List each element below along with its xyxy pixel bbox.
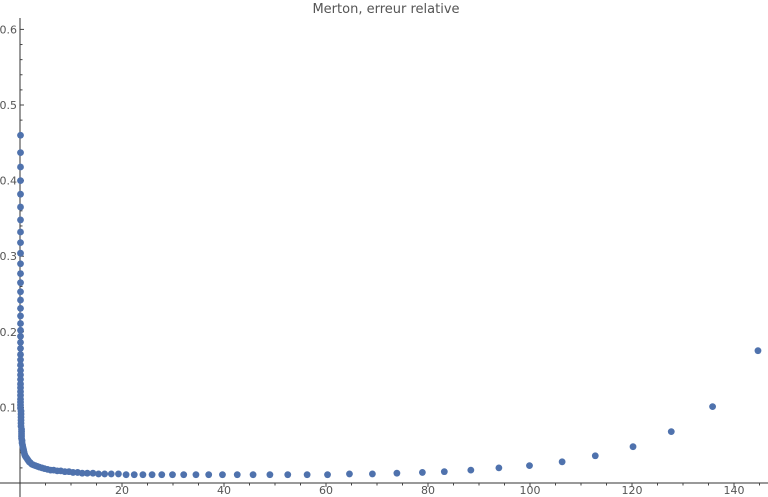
data-point: [17, 304, 24, 312]
data-point: [17, 351, 24, 358]
data-point: [17, 249, 24, 257]
data-point: [107, 470, 115, 478]
data-point: [17, 345, 24, 352]
x-axis-ticks: 20 40 60 80 100 120 140: [45, 483, 760, 497]
data-point: [192, 471, 200, 479]
data-point: [467, 466, 475, 474]
data-point: [101, 470, 109, 478]
data-point: [709, 403, 716, 411]
y-tick-label: 0.2: [0, 326, 17, 339]
data-point: [17, 203, 24, 211]
data-point: [17, 279, 24, 287]
data-point: [17, 296, 24, 304]
data-point: [303, 471, 311, 479]
data-point: [17, 228, 24, 236]
data-point: [369, 470, 376, 478]
x-tick-label: 120: [622, 484, 643, 497]
data-point: [148, 471, 156, 479]
y-tick-label: 0.1: [0, 401, 17, 414]
data-point: [17, 163, 24, 171]
data-point: [17, 312, 24, 320]
data-point: [130, 471, 138, 479]
data-point: [122, 471, 130, 479]
data-point: [629, 443, 637, 451]
x-tick-label: 20: [115, 484, 129, 497]
data-point: [219, 471, 226, 479]
data-point: [591, 452, 599, 460]
data-point: [346, 470, 353, 478]
data-point: [667, 428, 675, 435]
chart-title: Merton, erreur relative: [312, 2, 459, 17]
data-point: [526, 462, 533, 470]
data-point: [440, 468, 448, 476]
y-tick-label: 0.3: [0, 250, 17, 263]
data-point: [17, 260, 24, 268]
data-point: [495, 464, 503, 472]
data-point: [17, 239, 24, 246]
data-point: [180, 471, 188, 479]
data-point: [17, 356, 24, 364]
y-tick-label: 0.4: [0, 175, 17, 188]
data-point: [17, 326, 24, 334]
x-tick-label: 140: [724, 484, 745, 497]
data-point: [95, 470, 102, 478]
data-point: [169, 471, 176, 479]
y-tick-label: 0.6: [0, 23, 17, 36]
x-tick-label: 40: [217, 484, 231, 497]
data-point: [266, 471, 274, 479]
data-point: [233, 471, 241, 479]
data-point: [324, 471, 331, 479]
data-point: [89, 469, 97, 477]
data-point: [115, 470, 122, 478]
data-point: [17, 288, 24, 296]
data-point: [17, 216, 24, 224]
data-point: [78, 469, 86, 477]
data-point: [249, 471, 257, 479]
x-tick-label: 100: [520, 484, 541, 497]
data-point: [17, 361, 24, 369]
data-point: [17, 131, 24, 139]
x-tick-label: 60: [319, 484, 333, 497]
data-point: [284, 471, 292, 479]
data-points: [17, 131, 762, 479]
data-point: [17, 190, 24, 198]
data-point: [83, 469, 91, 477]
data-point: [17, 338, 24, 346]
data-point: [17, 270, 24, 277]
data-point: [418, 469, 426, 476]
data-point: [17, 320, 24, 327]
data-point: [158, 471, 166, 479]
data-point: [139, 471, 147, 479]
data-point: [393, 469, 401, 477]
y-tick-label: 0.5: [0, 99, 17, 112]
data-point: [17, 177, 24, 185]
x-tick-label: 80: [421, 484, 435, 497]
data-point: [17, 149, 24, 157]
data-point: [754, 347, 762, 355]
data-point: [205, 471, 213, 479]
data-point: [17, 332, 24, 340]
data-point: [558, 458, 566, 466]
